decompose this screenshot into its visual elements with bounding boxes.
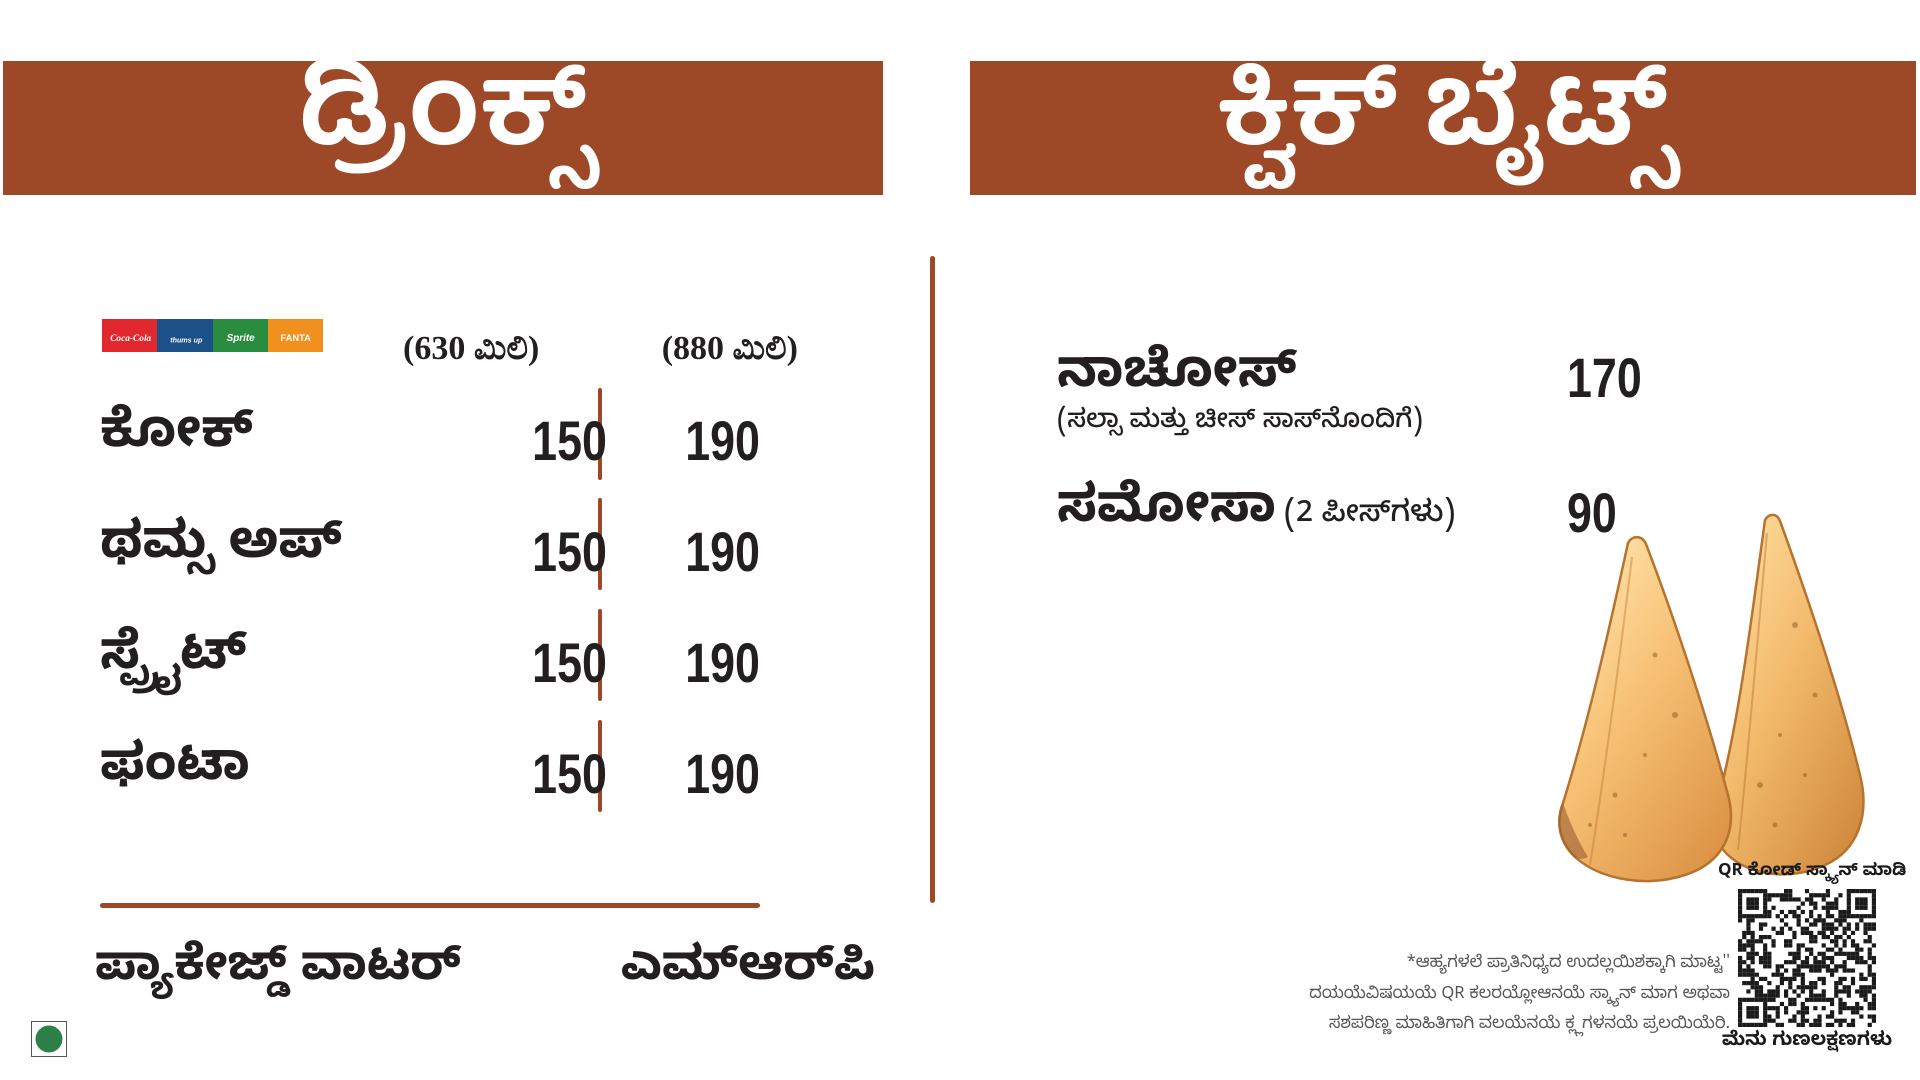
svg-text:FANTA: FANTA bbox=[280, 333, 311, 343]
svg-text:thums up: thums up bbox=[170, 337, 203, 345]
svg-text:Sprite: Sprite bbox=[226, 333, 255, 344]
svg-text:Coca-Cola: Coca-Cola bbox=[110, 334, 151, 344]
